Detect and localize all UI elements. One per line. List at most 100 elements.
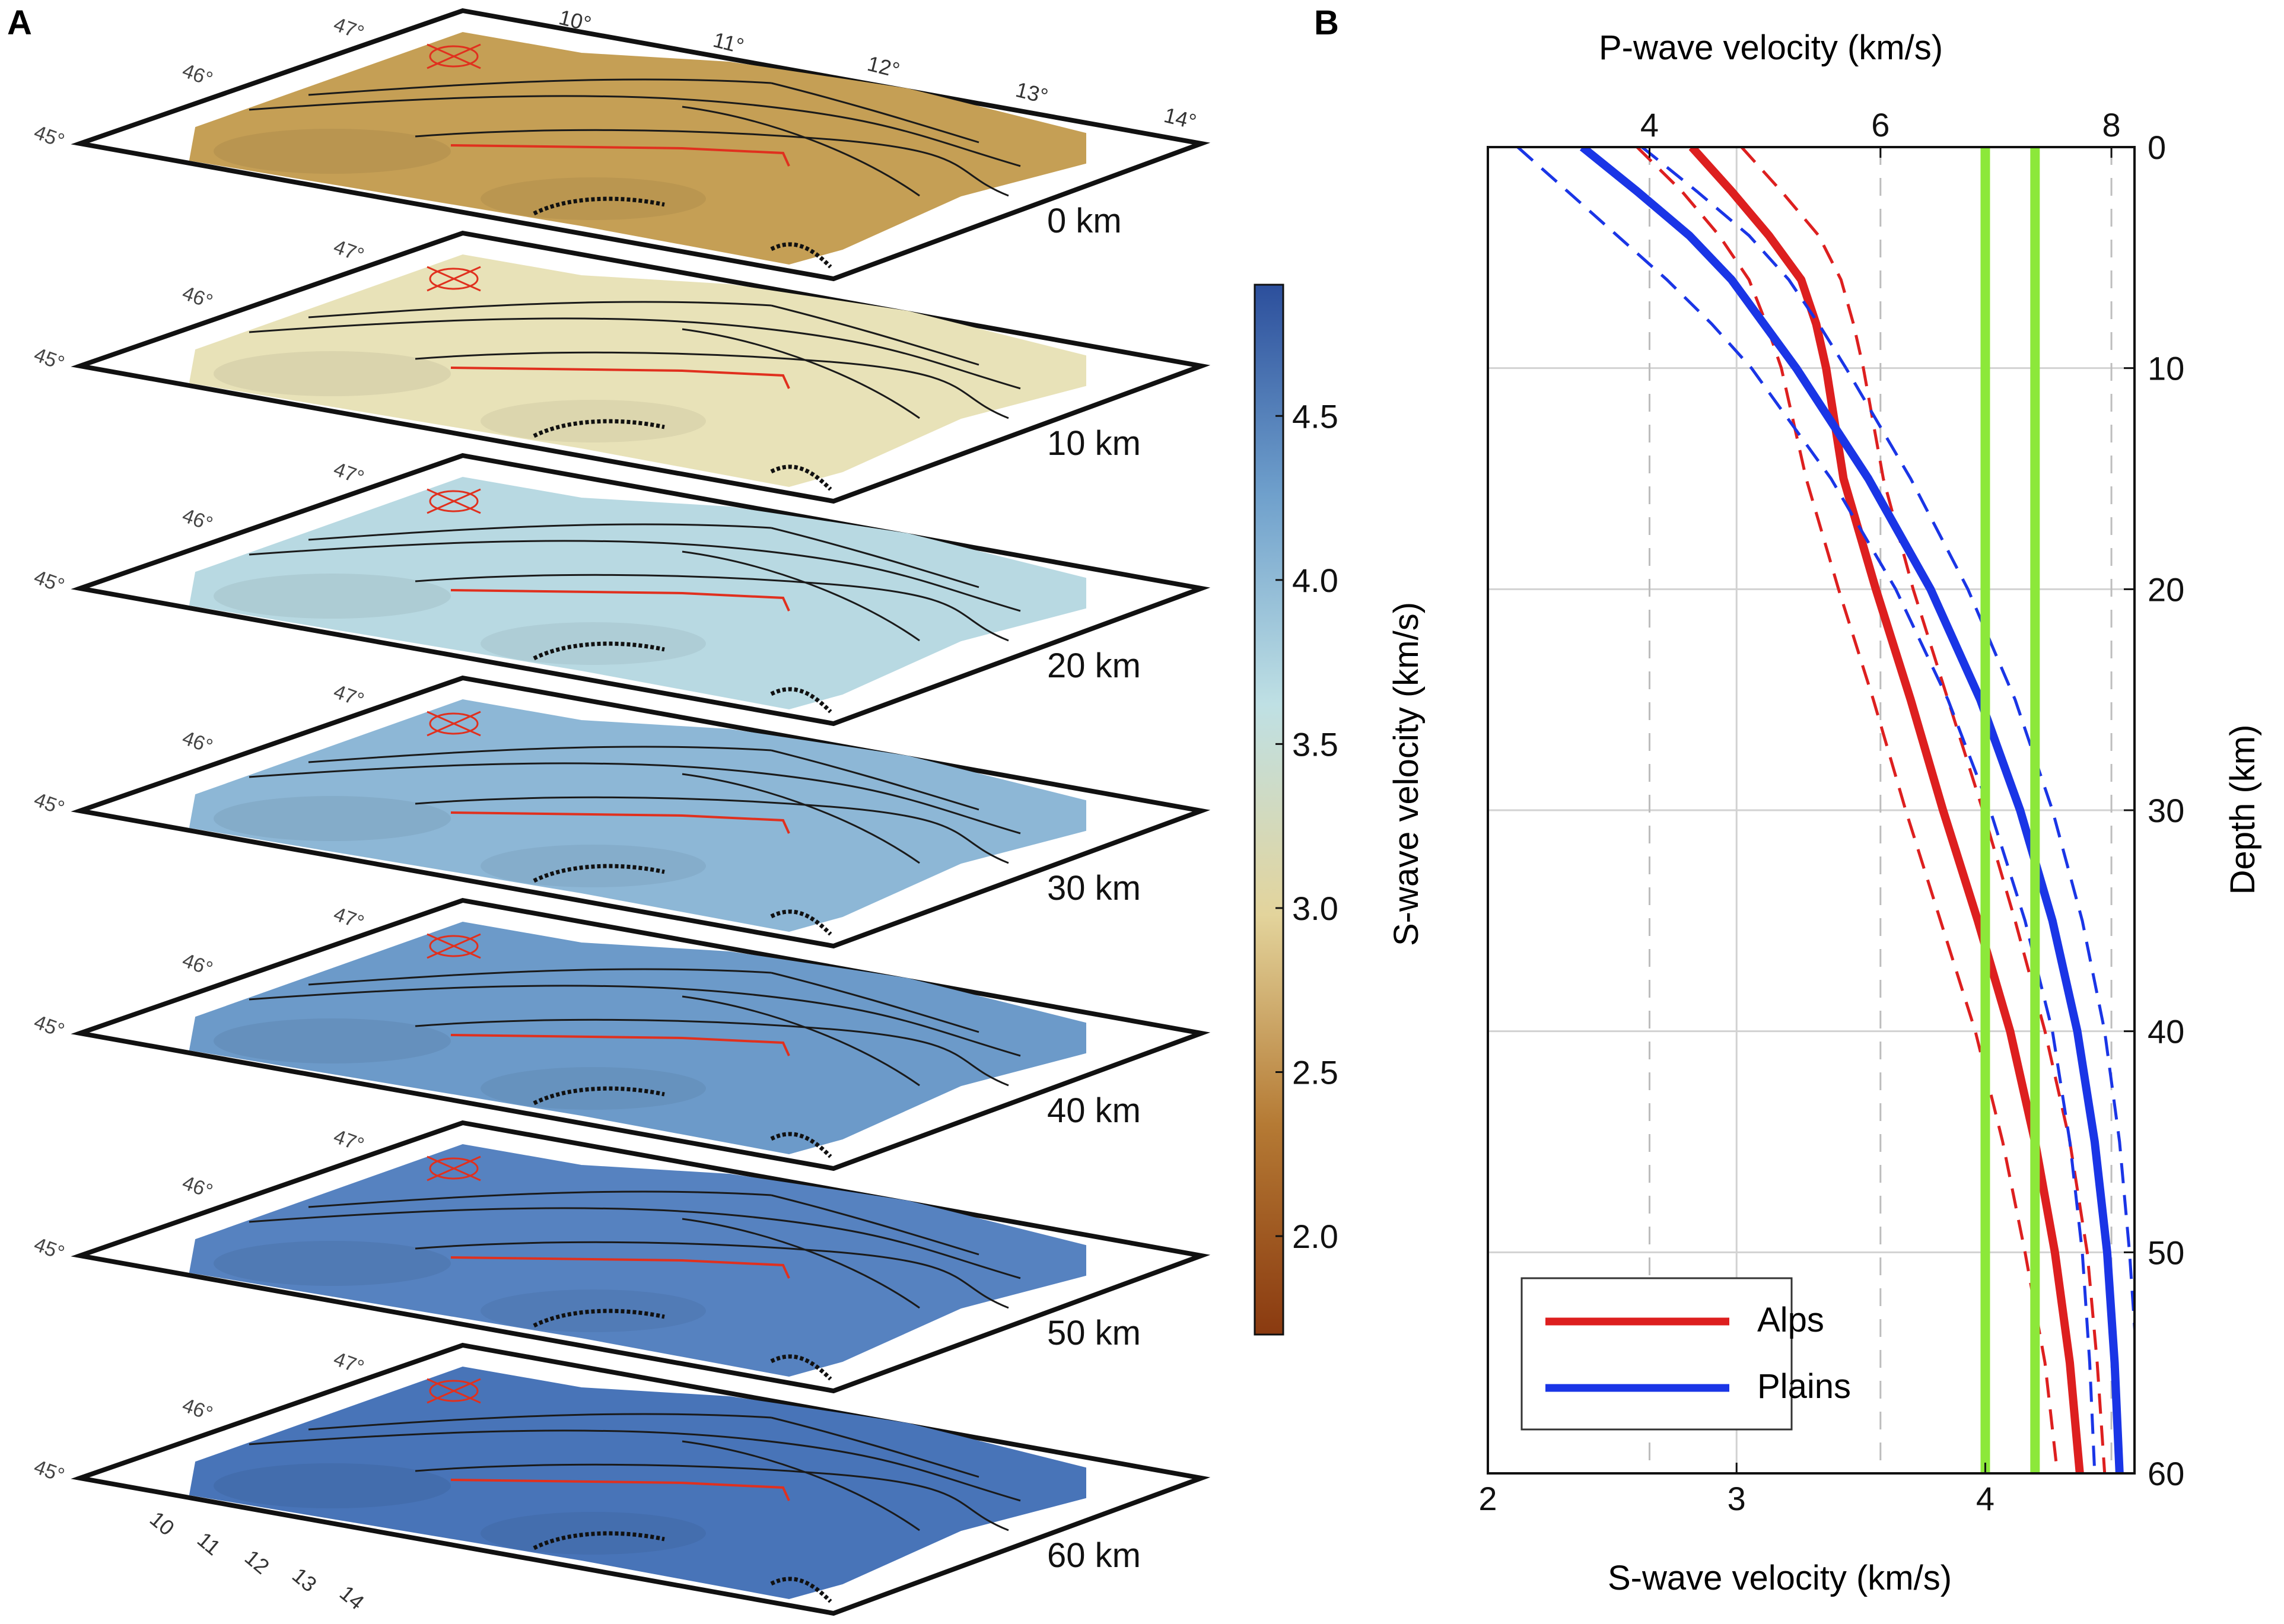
coastline	[533, 196, 832, 269]
fault-line	[249, 95, 1021, 167]
coastline	[533, 1308, 832, 1381]
longitude-tick-label: 11	[193, 1527, 225, 1560]
fault-line	[682, 773, 920, 864]
depth-slices: 45°46°47° 10°11°12°13°14°0 km45°46°47°10 …	[31, 5, 1211, 1616]
longitude-tick-label: 11°	[711, 27, 746, 58]
colorbar-tick-label: 4.5	[1292, 397, 1338, 435]
fault-line	[308, 1190, 772, 1208]
top-x-tick-label: 4	[1640, 106, 1659, 144]
fault-line	[415, 1463, 1009, 1531]
depth-slice: 45° 46° 47° 50 km	[31, 1120, 1211, 1394]
depth-label: 20 km	[1047, 647, 1141, 685]
velocity-anomaly	[214, 129, 451, 174]
longitude-tick-label: 12	[240, 1545, 274, 1579]
fault-line	[682, 550, 920, 642]
x-tick-label: 4	[1976, 1480, 1994, 1517]
longitude-tick-label: 13°	[1013, 77, 1051, 109]
fault-line	[771, 1194, 979, 1256]
red-symbol-cross	[427, 933, 481, 959]
x-tick-label: 2	[1478, 1480, 1497, 1517]
latitude-tick-label: 45°	[31, 343, 67, 375]
fault-line	[771, 527, 979, 588]
fault-line	[249, 540, 1021, 612]
legend-label-plains: Plains	[1757, 1367, 1851, 1406]
red-fault-line	[450, 144, 790, 167]
fault-line	[308, 746, 772, 763]
bound-plains-lower	[1516, 147, 2097, 1473]
bound-alps-upper	[1740, 147, 2107, 1473]
latitude-tick-label: 46°	[179, 949, 215, 980]
fault-line	[308, 1413, 772, 1431]
colorbar-tick-label: 3.5	[1292, 725, 1338, 763]
latitude-tick-label: 46°	[179, 727, 215, 758]
series-plains	[1579, 147, 2124, 1473]
latitude-tick-label: 47°	[330, 235, 367, 267]
latitude-tick-label: 45°	[31, 1456, 67, 1487]
depth-slice: 45° 46° 47° 10 11 12 13 14 60 km	[31, 1342, 1211, 1616]
fault-line	[682, 995, 920, 1087]
latitude-tick-label: 46°	[179, 282, 215, 313]
latitude-tick-label: 45°	[31, 788, 67, 820]
top-x-axis-label: P-wave velocity (km/s)	[1599, 28, 1943, 67]
y-axis-label: Depth (km)	[2223, 725, 2262, 895]
velocity-anomaly	[214, 351, 451, 396]
coastline	[533, 1086, 832, 1158]
colorbar-gradient	[1254, 284, 1284, 1336]
fault-line	[771, 972, 979, 1033]
top-x-tick-label: 6	[1871, 106, 1889, 144]
red-symbol-cross	[427, 43, 481, 69]
colorbar-tick-label: 4.0	[1292, 562, 1338, 599]
red-fault-line	[450, 811, 790, 834]
red-fault-line	[450, 1256, 790, 1279]
series-alps	[1688, 147, 2084, 1473]
bound-alps-lower	[1636, 147, 2059, 1473]
latitude-tick-label: 46°	[179, 1171, 215, 1203]
red-symbol	[429, 712, 479, 735]
colorbar: 2.0 2.5 3.0 3.5 4.0 4.5 S-wave velocity (km/s…	[1254, 284, 1426, 1336]
y-tick-label: 50	[2148, 1234, 2184, 1271]
coastline	[533, 864, 832, 936]
fault-line	[771, 82, 979, 144]
red-symbol	[429, 1157, 479, 1180]
latitude-tick-label: 46°	[179, 59, 215, 91]
red-symbol-cross	[427, 711, 481, 737]
fault-line	[771, 304, 979, 366]
legend: Alps Plains	[1520, 1277, 1851, 1431]
longitude-tick-label: 14°	[1162, 103, 1199, 134]
y-tick-label: 60	[2148, 1455, 2184, 1492]
coastline	[533, 1531, 832, 1603]
fault-line	[682, 1218, 920, 1309]
fault-line	[682, 328, 920, 419]
fault-line	[415, 1018, 1009, 1087]
velocity-chart: P-wave velocity (km/s) S-wave velocity (…	[1478, 28, 2262, 1597]
coastline	[533, 419, 832, 491]
fault-line	[415, 796, 1009, 864]
velocity-anomaly	[214, 1463, 451, 1508]
red-fault-line	[450, 1479, 790, 1501]
latitude-tick-label: 47°	[330, 458, 367, 489]
red-fault-line	[450, 589, 790, 612]
red-fault-line	[450, 1034, 790, 1056]
velocity-anomaly	[214, 574, 451, 619]
fault-line	[415, 1241, 1009, 1309]
fault-line	[415, 351, 1009, 419]
red-fault-line	[450, 367, 790, 389]
y-tick-label: 20	[2148, 571, 2184, 608]
latitude-tick-label: 45°	[31, 1233, 67, 1265]
depth-slice: 45° 46° 47° 30 km	[31, 675, 1211, 949]
fault-line	[249, 762, 1021, 835]
latitude-tick-label: 46°	[179, 504, 215, 536]
red-symbol-cross	[427, 1155, 481, 1182]
fault-line	[249, 985, 1021, 1057]
y-tick-label: 10	[2148, 350, 2184, 387]
latitude-tick-label: 47°	[330, 13, 367, 44]
colorbar-tick-label: 2.5	[1292, 1054, 1338, 1091]
velocity-anomaly	[214, 1241, 451, 1286]
fault-line	[771, 749, 979, 811]
panel-b-letter: B	[1314, 4, 1339, 42]
fault-line	[682, 106, 920, 197]
top-x-tick-label: 8	[2102, 106, 2120, 144]
fault-line	[682, 1440, 920, 1531]
depth-slice: 45° 46° 47° 10 km	[31, 230, 1211, 504]
colorbar-label: S-wave velocity (km/s)	[1387, 602, 1426, 946]
